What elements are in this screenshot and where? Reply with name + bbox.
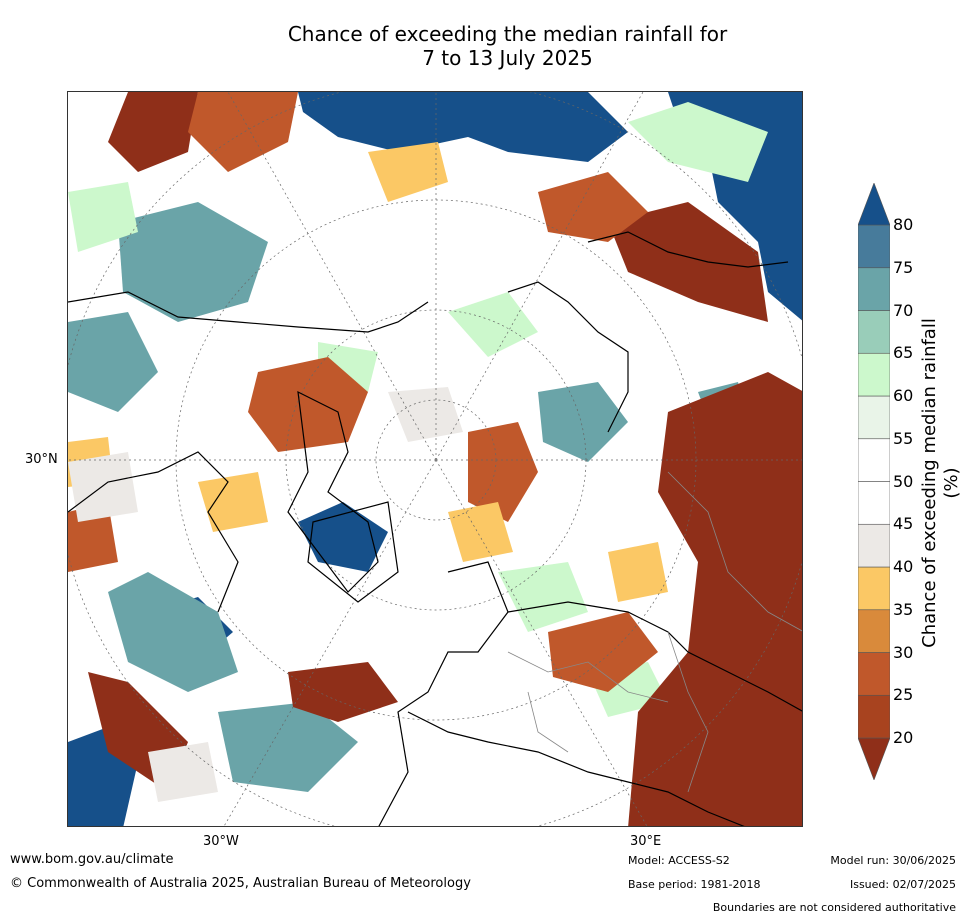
colorbar-tick-label: 80 <box>893 215 914 234</box>
colorbar-low-triangle <box>858 737 890 780</box>
colorbar-high-triangle <box>858 183 890 226</box>
colorbar-tick-label: 35 <box>893 599 914 619</box>
colorbar-title: Chance of exceeding median rainfall (%) <box>919 318 962 648</box>
slightly-wet-regions <box>68 102 768 717</box>
country-borders <box>507 471 802 793</box>
colorbar-segment <box>858 609 890 653</box>
copyright-text: © Commonwealth of Australia 2025, Austra… <box>10 876 471 891</box>
issued-info: Issued: 02/07/2025 <box>849 878 956 891</box>
lon-label-30e: 30°E <box>630 834 662 849</box>
disclaimer-text: Boundaries are not considered authoritat… <box>712 901 956 914</box>
base-period-info: Base period: 1981-2018 <box>628 878 761 891</box>
colorbar-segment <box>858 652 890 696</box>
colorbar-segment <box>858 438 890 482</box>
map-title: Chance of exceeding the median rainfall … <box>170 22 845 70</box>
slightly-dry-regions <box>68 142 668 602</box>
coastlines <box>68 231 802 826</box>
colorbar-tick-label: 70 <box>893 300 914 320</box>
colorbar-segment <box>858 481 890 525</box>
lon-label-30w: 30°W <box>203 834 239 849</box>
colorbar-segment <box>858 694 890 739</box>
colorbar-tick-label: 40 <box>893 557 914 576</box>
colorbar-segment <box>858 310 890 354</box>
colorbar-tick-label: 75 <box>893 257 914 277</box>
title-line-1: Chance of exceeding the median rainfall … <box>287 22 728 46</box>
colorbar-segment <box>858 352 890 397</box>
colorbar-tick-label: 45 <box>893 514 914 534</box>
model-info: Model: ACCESS-S2 <box>628 854 730 867</box>
colorbar-segment <box>858 224 890 269</box>
very-dry-regions <box>88 92 802 826</box>
colorbar-segment <box>858 267 890 311</box>
colorbar-tick-label: 30 <box>893 642 914 662</box>
website-link[interactable]: www.bom.gov.au/climate <box>10 852 174 867</box>
colorbar <box>858 183 890 780</box>
colorbar-segment <box>858 523 890 568</box>
colorbar-tick-label: 50 <box>893 471 914 491</box>
title-line-2: 7 to 13 July 2025 <box>422 46 593 70</box>
colorbar-segment <box>858 395 890 440</box>
graticule <box>68 92 802 826</box>
colorbar-tick-label: 60 <box>893 386 914 405</box>
model-run-info: Model run: 30/06/2025 <box>830 854 956 867</box>
colorbar-tick-label: 65 <box>893 343 914 363</box>
colorbar-tick-label: 25 <box>893 685 914 705</box>
map-canvas <box>68 92 802 826</box>
dry-regions <box>68 92 658 692</box>
lat-label-30n: 30°N <box>25 452 58 467</box>
colorbar-tick-label: 55 <box>893 428 914 448</box>
colorbar-tick-label: 20 <box>893 728 914 747</box>
colorbar-segment <box>858 566 890 611</box>
rainfall-map <box>67 91 803 827</box>
